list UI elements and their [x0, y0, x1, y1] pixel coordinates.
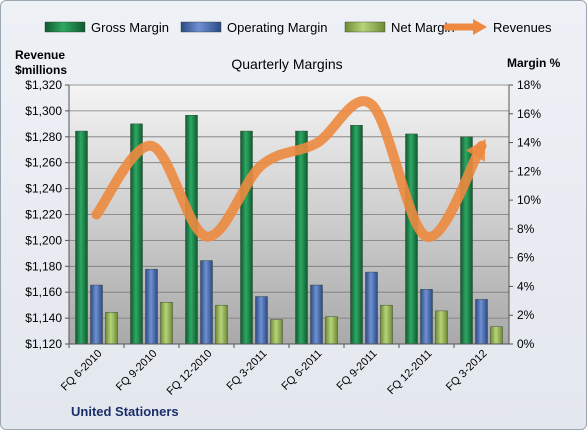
x-tick-label: FQ 9-2011 [335, 348, 380, 393]
revenues-line [91, 96, 487, 242]
left-tick-label: $1,240 [25, 182, 62, 196]
legend-label: Revenues [493, 20, 552, 35]
x-tick-label: FQ 12-2011 [385, 348, 434, 397]
legend-label: Gross Margin [91, 20, 169, 35]
net-margin-bar [435, 310, 448, 345]
operating-margin-bar [420, 289, 433, 345]
right-tick-label: 18% [517, 78, 541, 92]
right-axis-title: Margin % [507, 56, 561, 70]
net-margin-bar [160, 302, 173, 345]
right-tick-label: 4% [517, 279, 535, 293]
operating-margin-bar [255, 296, 268, 345]
chart-legend: Gross Margin Operating Margin Net Margin Re… [44, 19, 552, 35]
operating-margin-bar [475, 299, 488, 345]
net-margin-bar [215, 304, 228, 345]
right-tick-label: 16% [517, 107, 541, 121]
right-tick-label: 2% [517, 308, 535, 322]
x-tick-label: FQ 6-2011 [280, 348, 325, 393]
right-tick-label: 8% [517, 222, 535, 236]
left-axis-title-line2: $millions [15, 63, 67, 77]
x-tick-label: FQ 9-2010 [114, 348, 160, 394]
left-tick-label: $1,180 [25, 259, 62, 273]
operating-margin-bar [90, 284, 103, 345]
revenues-arrowhead [465, 139, 486, 162]
left-tick-label: $1,200 [25, 233, 62, 247]
gross-margin-bar [350, 125, 363, 345]
gross-margin-bar [240, 130, 253, 345]
left-tick-label: $1,300 [25, 104, 62, 118]
right-tick-label: 14% [517, 136, 541, 150]
left-tick-label: $1,320 [25, 78, 62, 92]
operating-margin-bar [145, 268, 158, 345]
right-tick-labels: 0% 2% 4% 6% 8% 10% 12% 14% 16% 18% [509, 78, 541, 351]
gross-margin-bar [75, 130, 88, 345]
revenues-series-line [91, 96, 487, 242]
chart-title: Quarterly Margins [231, 56, 342, 72]
right-tick-label: 0% [517, 337, 535, 351]
gross-margin-legend-swatch [44, 21, 86, 33]
operating-margin-bar [365, 271, 378, 345]
operating-margin-bar [310, 284, 323, 345]
revenues-legend-arrow [473, 19, 487, 35]
right-tick-label: 6% [517, 251, 535, 265]
legend-label: Operating Margin [227, 20, 327, 35]
net-margin-legend-swatch [344, 21, 386, 33]
left-axis-title-line1: Revenue [15, 48, 65, 62]
left-tick-label: $1,260 [25, 156, 62, 170]
net-margin-bar [380, 304, 393, 345]
left-tick-label: $1,160 [25, 285, 62, 299]
left-tick-labels: $1,120 $1,140 $1,160 $1,180 $1,200 $1,220 $1,2… [25, 78, 69, 351]
legend-label: Net Margin [391, 20, 455, 35]
company-name: United Stationers [71, 404, 179, 419]
left-tick-label: $1,220 [25, 208, 62, 222]
x-tick-label: FQ 12-2010 [165, 348, 215, 398]
gross-margin-bar [405, 133, 418, 345]
right-tick-label: 10% [517, 193, 541, 207]
net-margin-bar [270, 319, 283, 345]
left-tick-label: $1,120 [25, 337, 62, 351]
net-margin-bar [325, 316, 338, 345]
x-tick-labels: FQ 6-2010 FQ 9-2010 FQ 12-2010 FQ 3-2011 FQ … [59, 344, 490, 398]
x-tick-label: FQ 3-2011 [225, 348, 270, 393]
gross-margin-bar [295, 130, 308, 345]
left-tick-label: $1,280 [25, 130, 62, 144]
x-tick-label: FQ 6-2010 [59, 348, 105, 394]
net-margin-bar [490, 326, 503, 345]
bars [75, 115, 503, 345]
net-margin-bar [105, 312, 118, 345]
right-tick-label: 12% [517, 164, 541, 178]
operating-margin-bar [200, 260, 213, 345]
x-tick-label: FQ 3-2012 [444, 348, 490, 394]
operating-margin-legend-swatch [180, 21, 222, 33]
left-tick-label: $1,140 [25, 311, 62, 325]
